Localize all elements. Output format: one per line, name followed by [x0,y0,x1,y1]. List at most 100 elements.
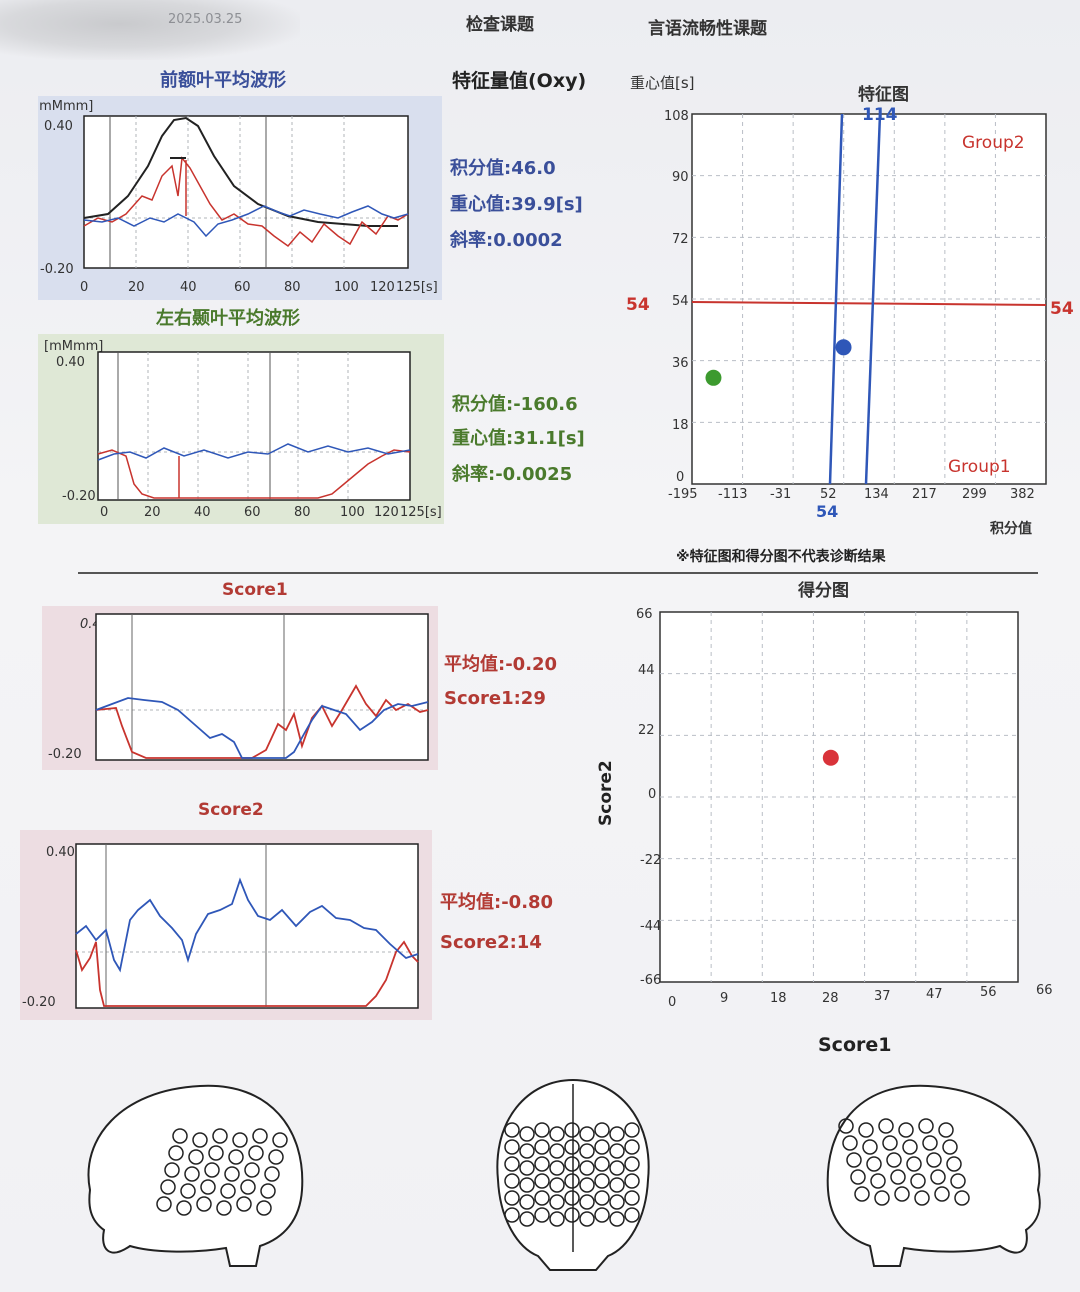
brain-left-probe [168,1145,184,1161]
brain-frontal-probe [504,1122,520,1138]
brain-left-probe [192,1132,208,1148]
score2-red-wave [75,940,419,1007]
score2-mean: 平均值:-0.80 [440,892,554,913]
brain-frontal-probe [624,1122,640,1138]
brain-left-probe [184,1166,200,1182]
brain-right-probe [878,1118,894,1134]
feature-map-ylabel: 重心值[s] [630,74,695,92]
svg-text:22: 22 [638,723,655,738]
brain-left-probe [236,1196,252,1212]
lateral-integral: 积分值:-160.6 [452,394,578,415]
score-map-grid [660,612,1018,982]
frontal-blue-wave [83,205,409,238]
svg-text:-44: -44 [640,919,661,934]
brain-right-probe [922,1135,938,1151]
brain-frontal-probe [579,1126,595,1142]
score-map-ylabel: Score2 [596,760,616,826]
brain-right-lateral-diagram [826,1084,1041,1267]
svg-text:20: 20 [144,505,161,520]
feature-map-ref-h-left: 54 [626,295,650,315]
brain-frontal-probe [624,1156,640,1172]
brain-left-probe [156,1196,172,1212]
brain-frontal-probe [534,1122,550,1138]
score-map-xticks: 0 9 18 28 37 47 56 66 [668,983,1053,1010]
feature-map-group1-label: Group1 [948,457,1011,477]
score1-chart: 0.40 -0.20 [48,613,429,762]
feature-values-title: 特征量值(Oxy) [452,70,587,92]
svg-text:54: 54 [672,294,689,309]
frontal-plot-area [83,115,409,269]
lateral-unit: [mMmm] [44,339,103,354]
brain-left-probe [180,1183,196,1199]
brain-right-probe [938,1122,954,1138]
task-title: 言语流畅性课题 [648,19,767,39]
brain-right-probe [906,1156,922,1172]
svg-text:0: 0 [648,787,656,802]
svg-text:18: 18 [770,991,787,1006]
brain-frontal-probe [519,1177,535,1193]
score-map-chart: 66 44 22 0 -22 -44 -66 0 9 18 28 37 47 5… [636,607,1053,1010]
brain-left-probe [204,1162,220,1178]
score1-title: Score1 [222,580,288,600]
brain-left-probe [228,1149,244,1165]
svg-text:80: 80 [294,505,311,520]
brain-left-probe [212,1128,228,1144]
score1-plot-area [95,613,429,761]
brain-frontal-probe [579,1194,595,1210]
brain-right-probe [910,1173,926,1189]
feature-map-point [705,369,722,386]
brain-frontal-probe [624,1139,640,1155]
frontal-ymax: 0.40 [44,119,73,134]
svg-text:-22: -22 [640,853,661,868]
brain-frontal-probe [504,1190,520,1206]
score-map-ylabel-box: Score2 [594,756,618,836]
lateral-ymax: 0.40 [56,355,85,370]
feature-map-xlabel: 积分值 [990,521,1032,537]
section-divider [78,572,1038,574]
brain-frontal-probe [609,1126,625,1142]
feature-map-title: 特征图 [858,85,909,105]
svg-text:120: 120 [370,280,395,295]
svg-text:37: 37 [874,989,891,1004]
score1-mean: 平均值:-0.20 [444,654,558,675]
frontal-panel: [mMmm] 0.40 -0.20 0 20 40 60 80 100 [34,96,442,300]
brain-right-probe [842,1135,858,1151]
brain-right-probe [898,1122,914,1138]
svg-text:66: 66 [1036,983,1053,998]
frontal-grid [84,116,408,268]
brain-frontal-diagram [496,1078,650,1271]
svg-text:120: 120 [374,505,399,520]
score-map-points [822,749,839,766]
score1-panel: 0.40 -0.20 [42,606,438,770]
brain-frontal-probe [609,1143,625,1159]
brain-right-probe [918,1118,934,1134]
brain-left-probe [172,1128,188,1144]
svg-text:9: 9 [720,991,728,1006]
brain-right-probe [902,1139,918,1155]
brain-right-probe [890,1169,906,1185]
brain-frontal-probe [519,1211,535,1227]
frontal-xticks: 0 20 40 60 80 100 120 125[s] [80,280,438,295]
brain-frontal-probe [624,1207,640,1223]
brain-frontal-probe [504,1139,520,1155]
brain-right-probes [838,1118,970,1206]
brain-frontal-probe [504,1207,520,1223]
svg-text:125[s]: 125[s] [400,505,442,520]
svg-text:40: 40 [180,280,197,295]
score-map-xlabel: Score1 [818,1034,892,1056]
diagnosis-note: ※特征图和得分图不代表诊断结果 [676,549,886,565]
svg-text:66: 66 [636,607,653,622]
brain-right-probe [946,1156,962,1172]
brain-frontal-probe [609,1177,625,1193]
brain-left-probes [156,1128,288,1216]
brain-right-probe [914,1190,930,1206]
svg-text:299: 299 [962,487,987,502]
brain-right-probe [882,1135,898,1151]
svg-text:52: 52 [820,487,837,502]
brain-right-probe [846,1152,862,1168]
svg-text:18: 18 [672,418,689,433]
brain-frontal-probes [504,1122,640,1227]
svg-text:382: 382 [1010,487,1035,502]
brain-frontal-probe [549,1194,565,1210]
